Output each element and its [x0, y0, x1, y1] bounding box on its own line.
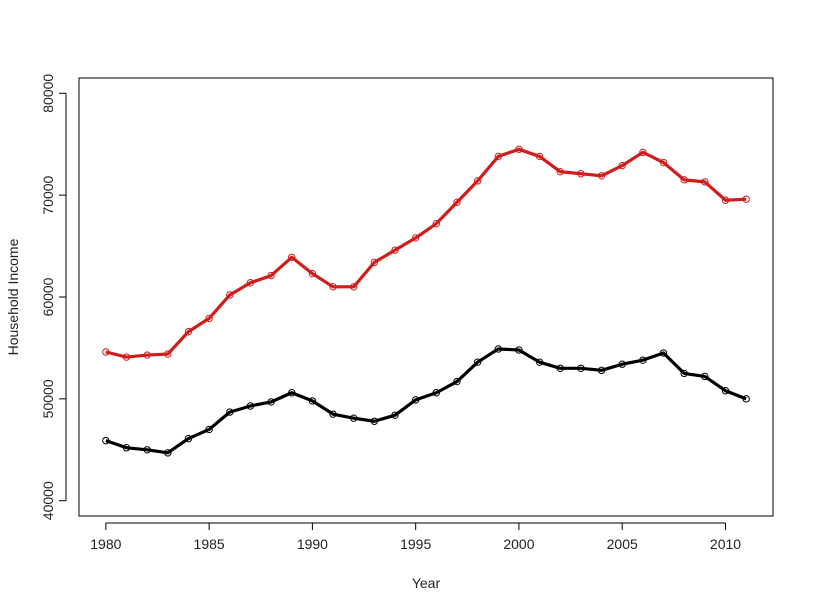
data-point	[473, 358, 482, 366]
data-point	[494, 152, 502, 161]
data-point	[122, 444, 131, 452]
data-point	[659, 349, 668, 357]
x-tick-label: 1980	[90, 536, 121, 552]
x-axis: 1980 1985 1990 1995 2000 2005 2010	[90, 522, 741, 552]
series-line	[105, 147, 747, 359]
data-point	[639, 356, 647, 364]
x-tick-label: 1985	[194, 536, 225, 552]
data-point	[742, 195, 750, 203]
x-tick-label: 1990	[297, 536, 328, 552]
data-point	[391, 246, 399, 254]
data-point	[267, 271, 275, 280]
y-tick-label: 50000	[40, 379, 56, 418]
data-point	[432, 389, 441, 397]
y-tick-label: 70000	[40, 175, 56, 214]
data-point	[350, 283, 358, 291]
x-axis-title: Year	[412, 575, 441, 591]
data-point	[288, 253, 296, 261]
data-point	[164, 350, 172, 358]
data-point	[391, 411, 399, 419]
data-point	[597, 366, 606, 375]
data-point	[370, 258, 379, 267]
data-point	[515, 346, 523, 354]
data-point	[432, 219, 441, 228]
x-tick-label: 2005	[607, 536, 638, 552]
data-point	[453, 198, 461, 206]
series-2	[102, 345, 750, 457]
x-tick-label: 2000	[503, 536, 534, 552]
data-point	[350, 414, 358, 422]
data-point	[659, 158, 668, 167]
data-point	[329, 410, 337, 418]
series-layer	[102, 145, 750, 457]
plot-frame	[78, 77, 774, 517]
data-point	[515, 145, 523, 154]
data-point	[556, 168, 564, 176]
data-point	[721, 387, 730, 395]
data-point	[246, 402, 255, 410]
data-point	[680, 176, 688, 184]
data-point	[453, 377, 461, 386]
data-point	[205, 425, 213, 434]
data-point	[308, 397, 317, 405]
data-point	[370, 417, 379, 425]
data-point	[577, 364, 585, 373]
x-tick-label: 1995	[400, 536, 431, 552]
data-point	[143, 351, 151, 359]
data-point	[411, 396, 420, 404]
data-point	[267, 398, 275, 406]
data-point	[329, 283, 337, 291]
data-point	[164, 449, 172, 457]
y-tick-label: 80000	[40, 74, 56, 113]
data-point	[102, 348, 110, 356]
data-point	[308, 269, 317, 278]
data-point	[639, 148, 647, 157]
data-point	[618, 360, 626, 368]
data-point	[721, 196, 730, 204]
data-point	[597, 172, 606, 180]
data-point	[411, 234, 420, 242]
data-point	[246, 279, 255, 287]
data-point	[742, 395, 750, 403]
data-point	[143, 446, 151, 454]
data-point	[226, 291, 234, 299]
data-point	[122, 353, 131, 361]
y-tick-label: 60000	[40, 277, 56, 316]
data-point	[618, 161, 626, 170]
data-point	[184, 434, 193, 443]
data-point	[288, 389, 296, 397]
data-point	[535, 358, 544, 366]
data-point	[226, 408, 234, 416]
data-point	[577, 170, 585, 178]
data-point	[184, 327, 193, 336]
y-axis: 40000 50000 60000 70000 80000	[40, 74, 67, 520]
data-point	[556, 364, 564, 373]
data-point	[473, 177, 482, 185]
series-1	[102, 145, 750, 361]
data-point	[701, 178, 709, 186]
data-point	[535, 152, 544, 161]
y-axis-title: Household Income	[5, 238, 21, 355]
data-point	[701, 372, 709, 381]
data-point	[205, 314, 213, 323]
x-tick-label: 2010	[710, 536, 741, 552]
data-point	[494, 345, 502, 353]
data-point	[102, 436, 110, 445]
y-tick-label: 40000	[40, 481, 56, 520]
data-point	[680, 369, 688, 378]
